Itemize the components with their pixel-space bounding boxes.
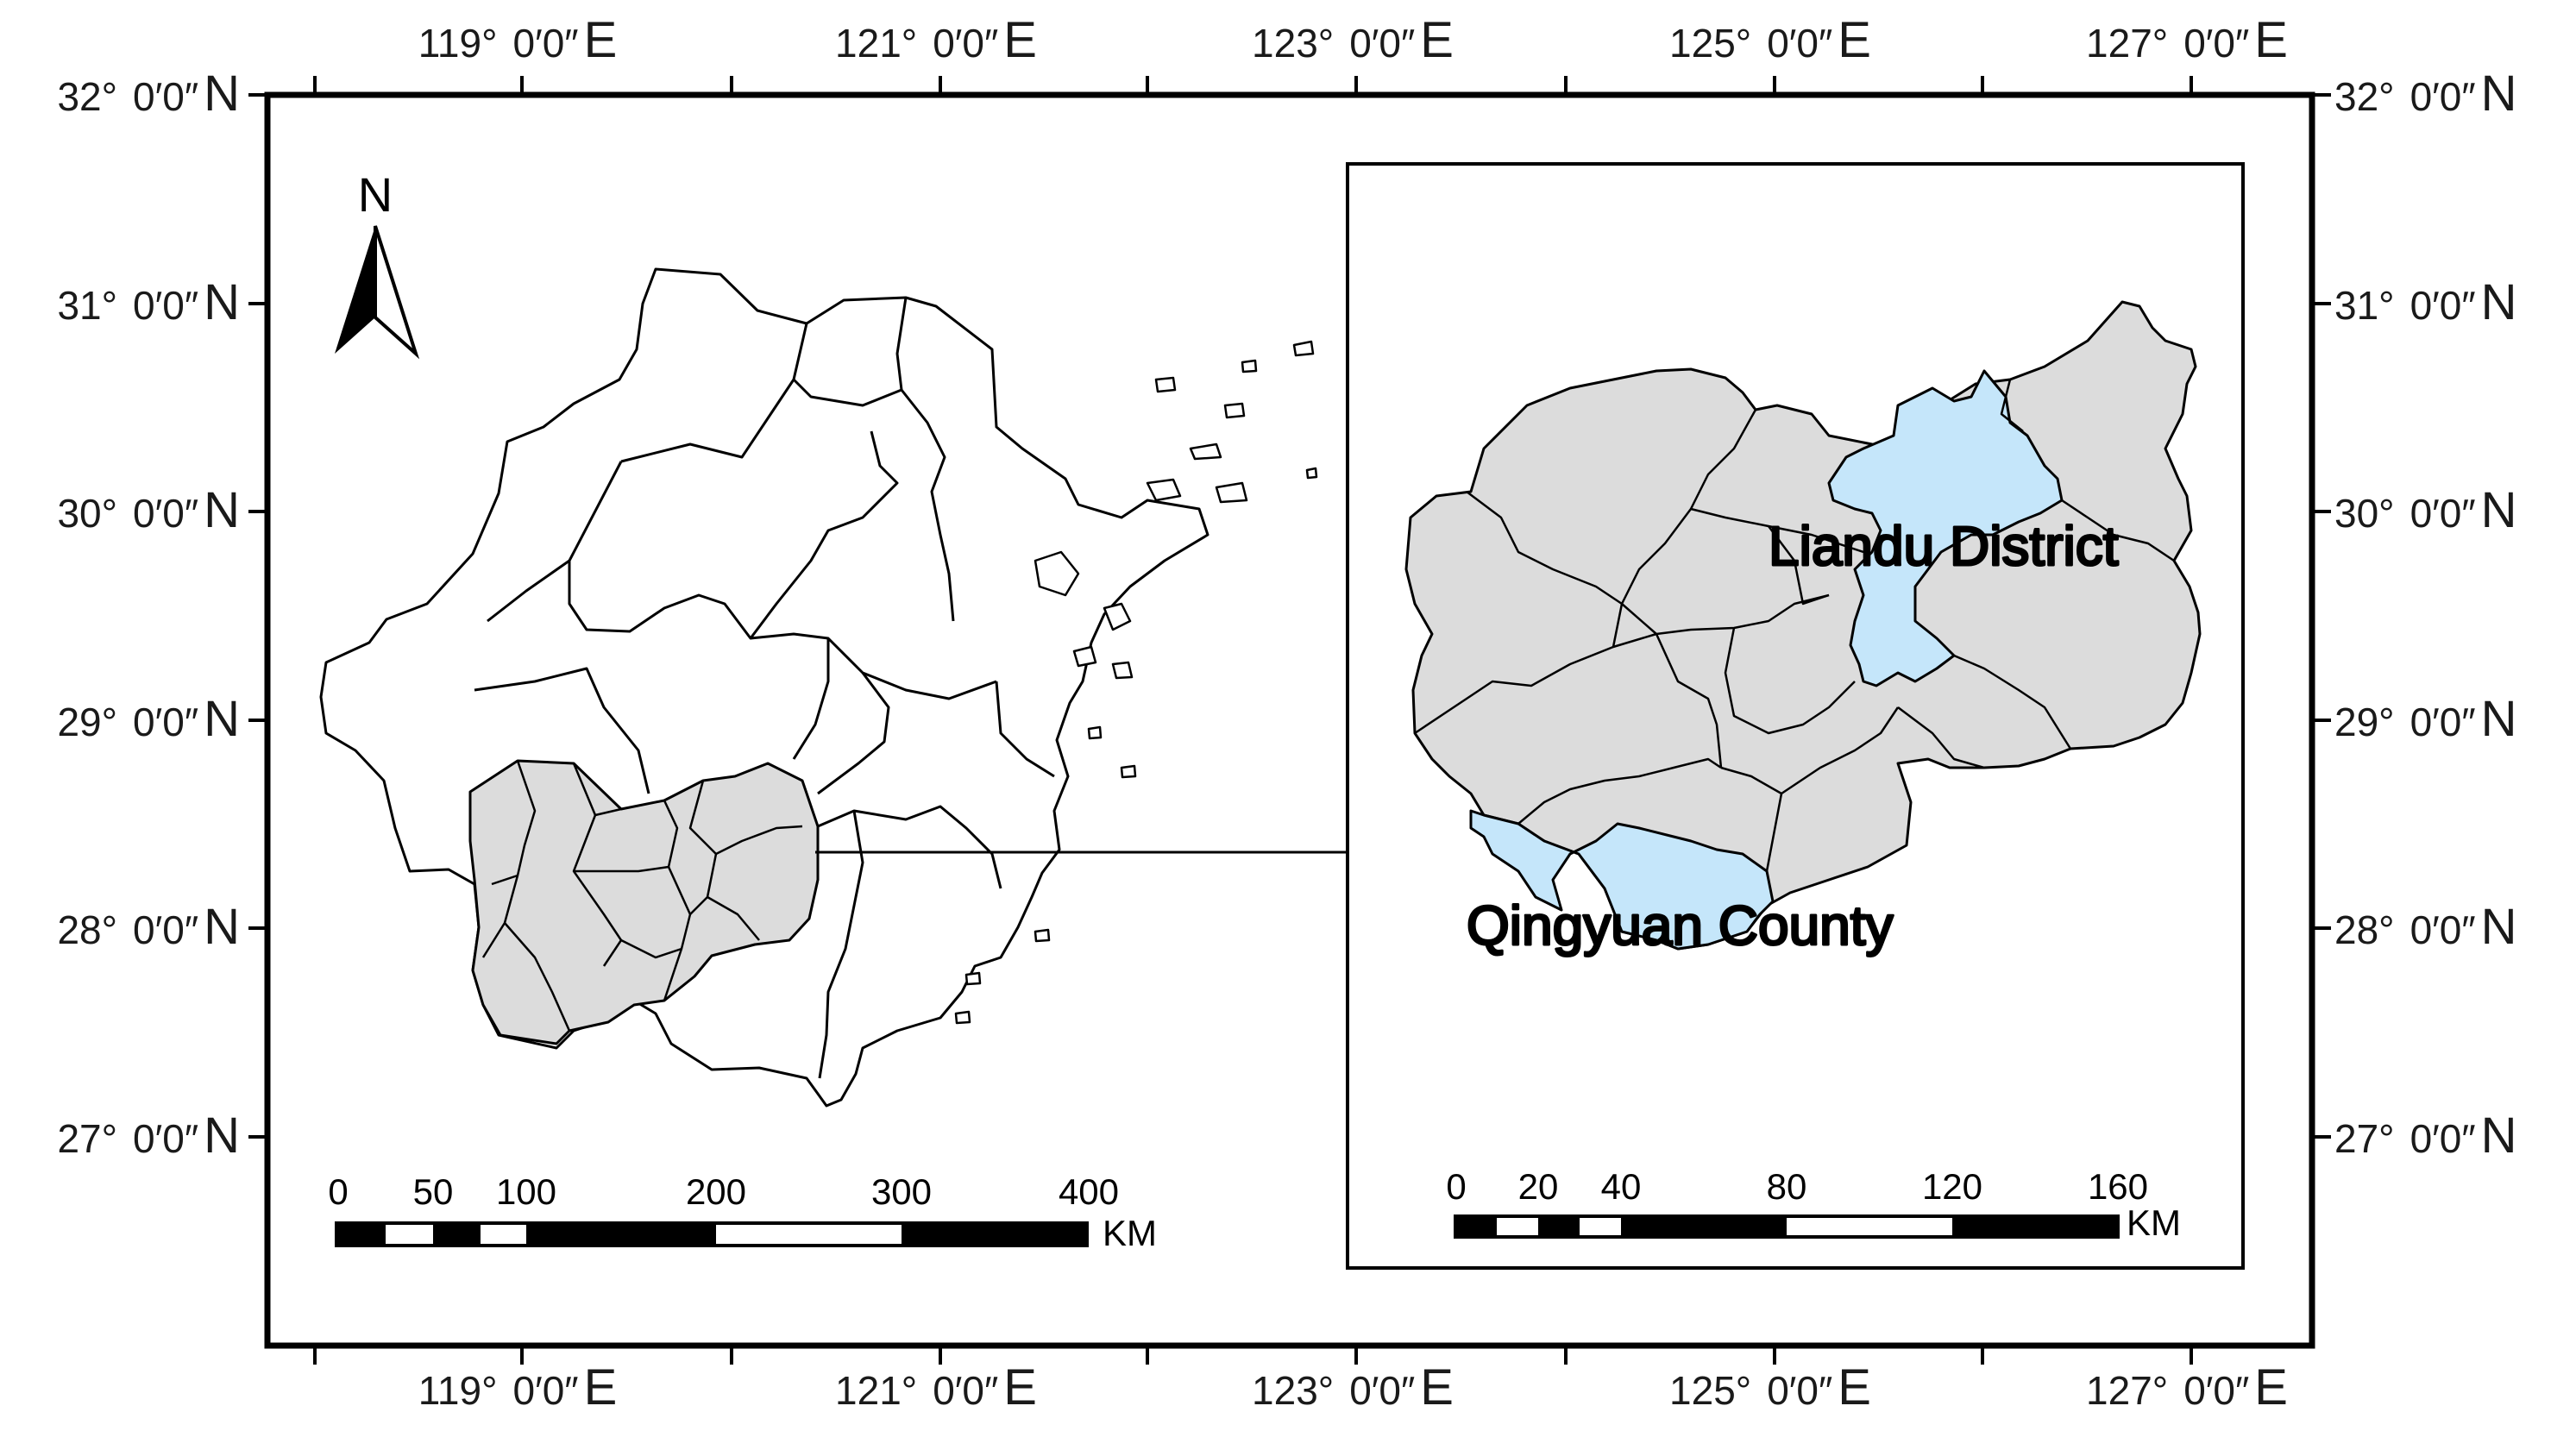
lon-bottom-4: 125° 0′0″ E [1669,1359,1871,1415]
main-scale-label-50: 50 [413,1171,454,1212]
lat-right-2: 31° 0′0″ N [2334,274,2517,330]
qingyuan-county-label: Qingyuan County [1467,894,1894,957]
inset-scale-label-20: 20 [1518,1166,1559,1207]
qingyuan-county-shape [1469,809,1775,951]
lon-bottom-3: 123° 0′0″ E [1252,1359,1454,1415]
lat-left-2: 31° 0′0″ N [57,274,240,330]
inset-scale-label-0: 0 [1446,1166,1466,1207]
top-longitude-axis [313,76,2193,95]
lon-bottom-1: 119° 0′0″ E [418,1359,618,1415]
lon-bottom-2: 121° 0′0″ E [835,1359,1037,1415]
lat-right-3: 30° 0′0″ N [2334,482,2517,538]
north-arrow: N [335,167,420,360]
bottom-longitude-axis [313,1346,2193,1365]
inset-scale-bar: 0 20 40 80 120 160 KM [1446,1166,2181,1243]
left-latitude-axis [248,93,267,1139]
lon-top-3: 123° 0′0″ E [1252,12,1454,68]
inset-scale-unit: KM [2127,1202,2181,1243]
province-map [319,267,1318,1108]
shaded-region-group [468,759,820,1045]
inset-map: Liandu District Qingyuan County [1404,300,2202,958]
lat-left-5: 28° 0′0″ N [57,899,240,955]
lat-right-4: 29° 0′0″ N [2334,691,2517,747]
lon-top-1: 119° 0′0″ E [418,12,618,68]
main-scale-label-200: 200 [686,1171,746,1212]
inset-scale-label-40: 40 [1601,1166,1642,1207]
lat-right-5: 28° 0′0″ N [2334,899,2517,955]
lat-left-3: 30° 0′0″ N [57,482,240,538]
main-scale-unit: KM [1103,1213,1157,1253]
inset-scale-label-160: 160 [2088,1166,2148,1207]
lat-left-6: 27° 0′0″ N [57,1108,240,1164]
inset-scale-label-80: 80 [1767,1166,1807,1207]
main-scale-label-0: 0 [328,1171,348,1212]
right-latitude-axis [2312,93,2331,1139]
lat-right-1: 32° 0′0″ N [2334,66,2517,122]
liandu-district-label: Liandu District [1769,515,2119,577]
main-scale-label-300: 300 [871,1171,932,1212]
lon-top-5: 127° 0′0″ E [2086,12,2288,68]
lon-top-4: 125° 0′0″ E [1669,12,1871,68]
lon-bottom-5: 127° 0′0″ E [2086,1359,2288,1415]
main-scale-label-400: 400 [1059,1171,1119,1212]
inset-scale-label-120: 120 [1922,1166,1982,1207]
lat-right-6: 27° 0′0″ N [2334,1108,2517,1164]
lat-left-4: 29° 0′0″ N [57,691,240,747]
province-outline [319,267,1209,1108]
north-arrow-icon [335,226,375,354]
lon-top-2: 121° 0′0″ E [835,12,1037,68]
lat-left-1: 32° 0′0″ N [57,66,240,122]
main-scale-label-100: 100 [496,1171,556,1212]
north-arrow-label: N [358,167,393,222]
liandu-district-shape [1827,369,2064,687]
main-scale-bar: 0 50 100 200 300 400 KM [328,1171,1157,1253]
